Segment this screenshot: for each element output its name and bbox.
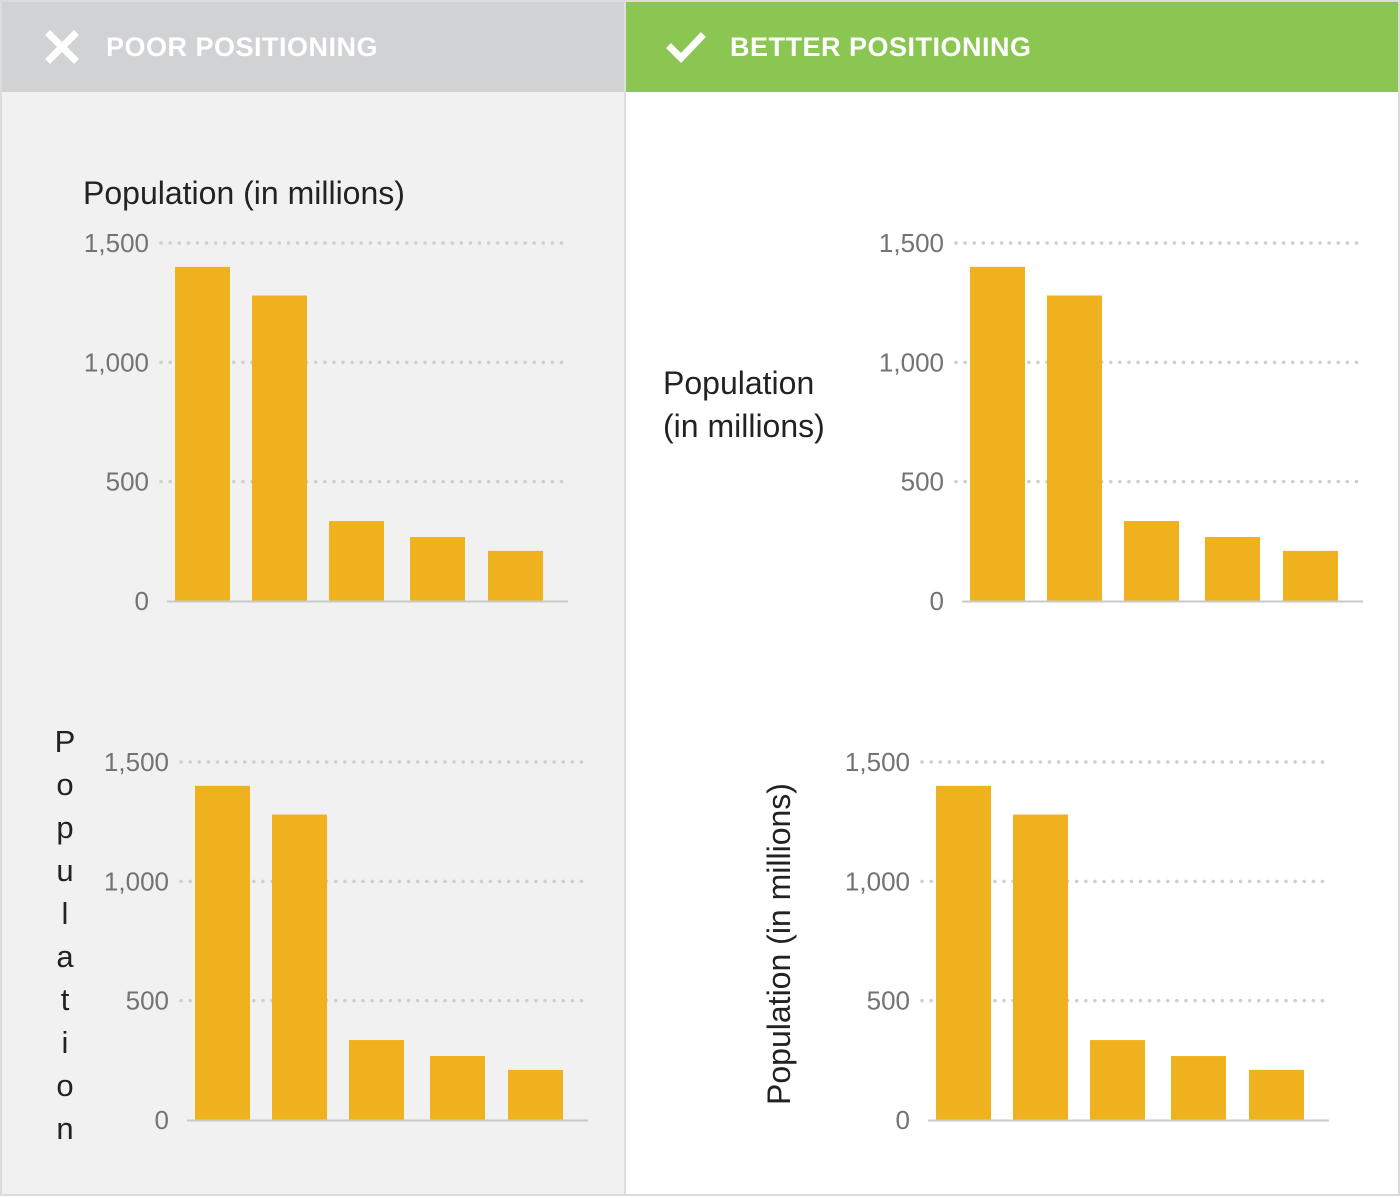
bar <box>1283 550 1338 601</box>
bar <box>1090 1040 1145 1120</box>
y-tick-label: 0 <box>930 586 944 616</box>
bar <box>175 266 230 601</box>
poor-positioning-header: POOR POSITIONING <box>2 2 624 92</box>
y-tick-label: 1,000 <box>845 866 910 896</box>
y-tick-label: 0 <box>155 1105 169 1135</box>
y-tick-label: 0 <box>135 586 149 616</box>
bar <box>1249 1069 1304 1120</box>
bar <box>1124 521 1179 601</box>
better-positioning-header: BETTER POSITIONING <box>626 2 1398 92</box>
bar <box>936 785 991 1120</box>
bar <box>970 266 1025 601</box>
x-icon <box>45 30 79 64</box>
bar <box>410 537 465 601</box>
y-axis-label-letter: u <box>56 853 73 888</box>
y-axis-label-letter: t <box>61 982 70 1017</box>
y-tick-label: 500 <box>126 986 169 1016</box>
bar <box>430 1056 485 1120</box>
y-tick-label: 0 <box>896 1105 910 1135</box>
bar <box>1205 537 1260 601</box>
y-tick-label: 500 <box>901 467 944 497</box>
chart-better-bottom: 0 500 1,000 1,500 Population (in millions) <box>761 747 1329 1135</box>
y-tick-label: 1,500 <box>879 228 944 258</box>
checkmark-icon <box>666 32 706 64</box>
y-axis-label-letter: n <box>56 1111 73 1146</box>
bar <box>1013 814 1068 1120</box>
bar <box>1171 1056 1226 1120</box>
y-tick-label: 1,000 <box>104 866 169 896</box>
y-axis-label: Population (in millions) <box>761 783 797 1105</box>
y-axis-label-letter: l <box>62 896 69 931</box>
y-tick-label: 500 <box>106 467 149 497</box>
y-tick-label: 1,000 <box>879 347 944 377</box>
bar <box>508 1069 563 1120</box>
better-positioning-label: BETTER POSITIONING <box>730 31 1032 62</box>
y-axis-label-letter: P <box>55 724 76 759</box>
poor-positioning-label: POOR POSITIONING <box>106 31 379 62</box>
y-axis-label-letter: p <box>56 810 73 845</box>
y-tick-label: 1,500 <box>84 228 149 258</box>
y-axis-label-letter: a <box>56 939 74 974</box>
bar <box>195 785 250 1120</box>
y-axis-label-letter: o <box>56 767 73 802</box>
bar <box>252 295 307 601</box>
bar <box>1047 295 1102 601</box>
y-tick-label: 1,000 <box>84 347 149 377</box>
y-axis-label-letter: o <box>56 1068 73 1103</box>
y-tick-label: 1,500 <box>845 747 910 777</box>
y-tick-label: 500 <box>867 986 910 1016</box>
bar <box>272 814 327 1120</box>
y-axis-label-line-1: Population <box>663 365 814 401</box>
bar <box>349 1040 404 1120</box>
bar <box>329 521 384 601</box>
chart-better-top: 0 500 1,000 1,500 Population (in millions) <box>663 228 1363 616</box>
y-axis-label-letter: i <box>62 1025 69 1060</box>
y-tick-label: 1,500 <box>104 747 169 777</box>
y-axis-label: Population (in millions) <box>83 175 405 211</box>
y-axis-label-line-2: (in millions) <box>663 408 825 444</box>
bar <box>488 550 543 601</box>
chart-poor-top: 0 500 1,000 1,500 Population (in millions) <box>83 175 568 616</box>
